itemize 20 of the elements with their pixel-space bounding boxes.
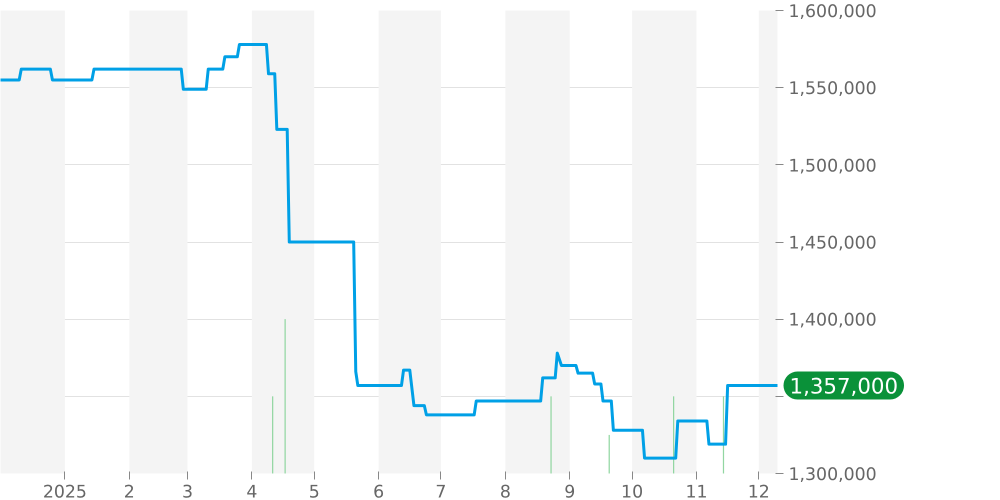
x-tick-label: 10 — [621, 482, 644, 500]
y-tick-label: 1,600,000 — [788, 2, 877, 22]
x-tick-label: 8 — [500, 482, 511, 500]
x-tick-label: 3 — [182, 482, 193, 500]
line-series — [0, 42, 778, 460]
x-tick-label: 5 — [308, 482, 320, 500]
x-tick-label: 12 — [748, 482, 770, 500]
y-tick-label: 1,400,000 — [788, 310, 877, 331]
y-tick-label: 1,500,000 — [788, 156, 877, 176]
x-tick-label: 11 — [685, 482, 708, 500]
y-tick-label: 1,300,000 — [788, 465, 877, 485]
x-tick-label: 2 — [124, 482, 135, 500]
x-tick-label: 7 — [435, 482, 446, 500]
x-tick-label: 6 — [373, 482, 384, 500]
y-tick-label: 1,450,000 — [788, 234, 877, 254]
x-tick-label: 9 — [564, 482, 576, 500]
annotation: 1,357,000 — [790, 374, 898, 400]
y-tick-label: 1,550,000 — [788, 79, 877, 100]
x-tick-label: 2025 — [42, 482, 87, 500]
x-tick-label: 4 — [246, 482, 258, 500]
